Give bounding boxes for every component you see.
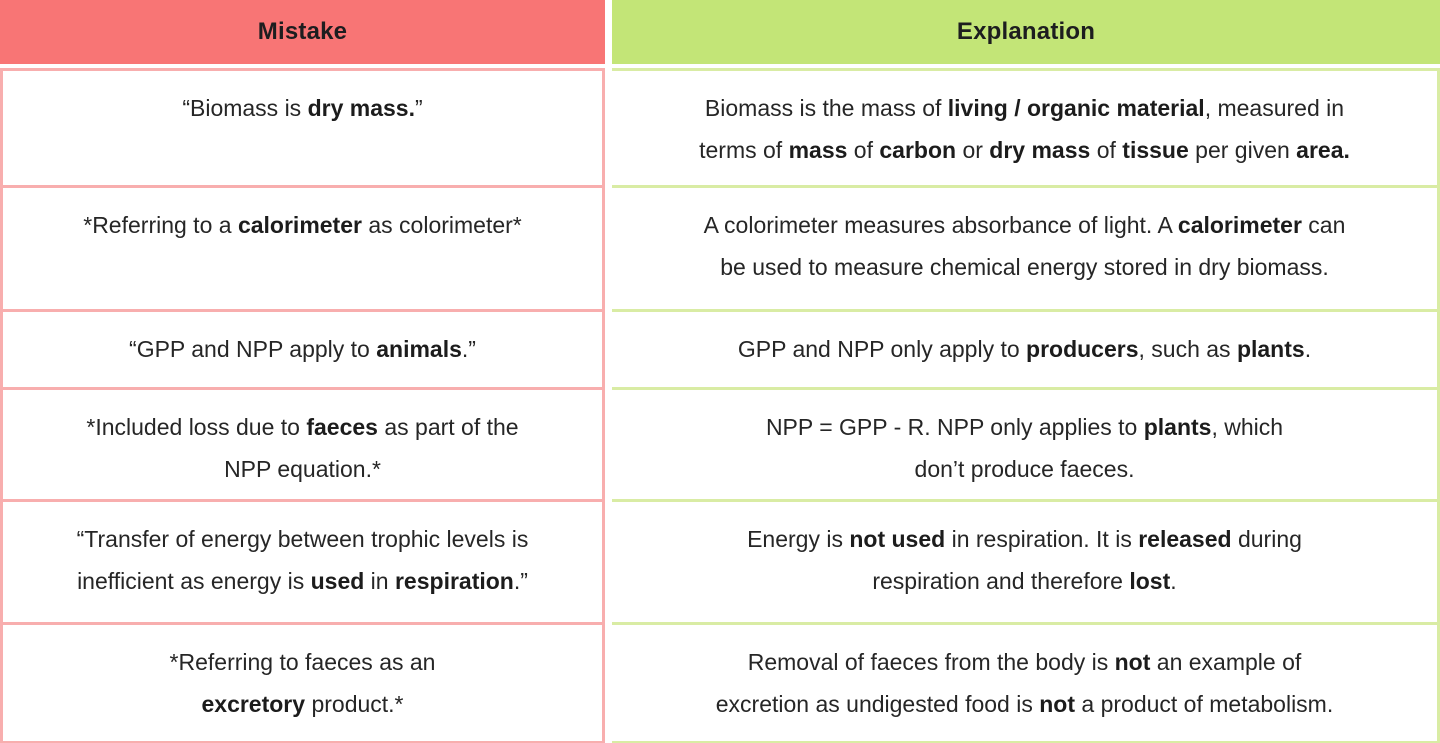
explanation-cell-biomass: Biomass is the mass of living / organic … [612,68,1440,188]
explanation-cell-calorimeter: A colorimeter measures absorbance of lig… [612,188,1440,312]
explanation-cell-faeces-npp: NPP = GPP - R. NPP only applies to plant… [612,390,1440,502]
explanation-cell-trophic-transfer: Energy is not used in respiration. It is… [612,502,1440,625]
column-header-mistake: Mistake [0,0,605,68]
mistake-cell-calorimeter: *Referring to a calorimeter as colorimet… [0,188,605,312]
mistake-cell-gpp-npp: “GPP and NPP apply to animals.” [0,312,605,390]
explanation-cell-gpp-npp: GPP and NPP only apply to producers, suc… [612,312,1440,390]
mistake-cell-biomass: “Biomass is dry mass.” [0,68,605,188]
mistake-cell-faeces-npp: *Included loss due to faeces as part of … [0,390,605,502]
column-header-explanation: Explanation [612,0,1440,68]
explanation-cell-excretory: Removal of faeces from the body is not a… [612,625,1440,743]
mistake-cell-excretory: *Referring to faeces as an excretory pro… [0,625,605,743]
mistake-cell-trophic-transfer: “Transfer of energy between trophic leve… [0,502,605,625]
